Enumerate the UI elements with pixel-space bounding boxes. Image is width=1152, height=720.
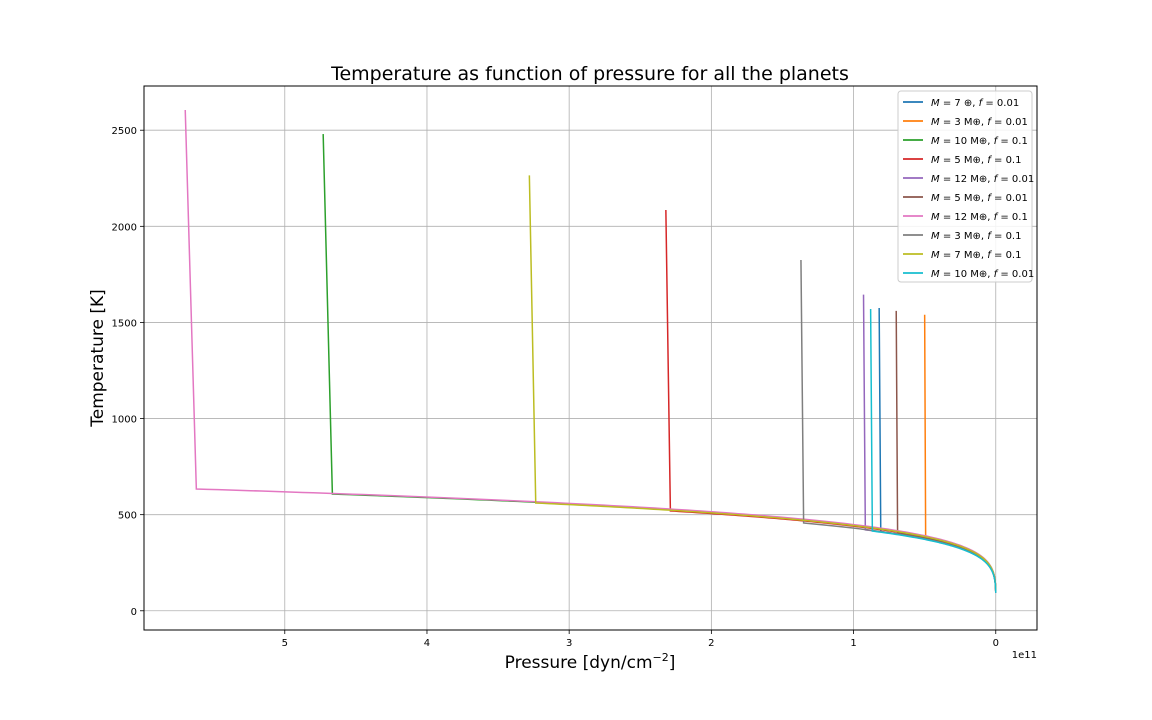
plot-frame (143, 85, 1038, 631)
legend-entry: M = 5 M⊕, f = 0.01 (931, 193, 1028, 204)
legend-entry: M = 12 M⊕, f = 0.1 (931, 212, 1028, 223)
y-tick-label: 1500 (112, 318, 137, 329)
x-axis-label-end: ] (669, 653, 676, 673)
x-axis-label-main: Pressure [dyn/cm (505, 653, 653, 673)
series-line (923, 314, 997, 593)
legend-entry: M = 12 M⊕, f = 0.01 (931, 174, 1034, 185)
series-line (800, 259, 997, 593)
x-axis-label-exponent: −2 (653, 651, 669, 664)
legend-entry: M = 10 M⊕, f = 0.1 (931, 136, 1028, 147)
y-tick-label: 2500 (112, 126, 137, 137)
legend-box (897, 90, 1033, 283)
y-axis-ticks: 0 500 1000 1500 2000 2500 (112, 126, 144, 618)
series-line (862, 294, 997, 593)
series-line (528, 175, 997, 593)
legend-entry: M = 3 M⊕, f = 0.01 (931, 117, 1028, 128)
x-tick-label: 5 (282, 638, 288, 649)
x-tick-label: 4 (424, 638, 430, 649)
series-line (322, 134, 997, 593)
y-axis-label: Temperature [K] (88, 289, 108, 428)
x-axis-label: Pressure [dyn/cm−2] (505, 651, 676, 673)
x-tick-label: 2 (708, 638, 714, 649)
y-tick-label: 1000 (112, 415, 137, 426)
series-lines (184, 110, 997, 593)
x-axis-offset-label: 1e11 (1012, 650, 1037, 661)
x-axis-ticks: 5 4 3 2 1 0 (282, 630, 999, 649)
series-line (869, 308, 997, 593)
series-line (895, 310, 997, 593)
legend-entry: M = 5 M⊕, f = 0.1 (931, 155, 1021, 166)
x-tick-label: 3 (566, 638, 572, 649)
legend-entry: M = 3 M⊕, f = 0.1 (931, 231, 1021, 242)
y-tick-label: 0 (131, 607, 137, 618)
x-tick-label: 1 (850, 638, 856, 649)
y-tick-label: 2000 (112, 222, 137, 233)
legend-entry: M = 10 M⊕, f = 0.01 (931, 269, 1034, 280)
y-tick-label: 500 (118, 511, 137, 522)
series-line (184, 110, 997, 592)
legend-entry: M = 7 M⊕, f = 0.1 (931, 250, 1021, 261)
legend-entry: M = 7 ⊕, f = 0.01 (931, 98, 1019, 109)
chart-title: Temperature as function of pressure for … (330, 63, 849, 85)
legend: M = 7 ⊕, f = 0.01 M = 3 M⊕, f = 0.01 M = 1… (897, 90, 1034, 283)
x-tick-label: 0 (993, 638, 999, 649)
